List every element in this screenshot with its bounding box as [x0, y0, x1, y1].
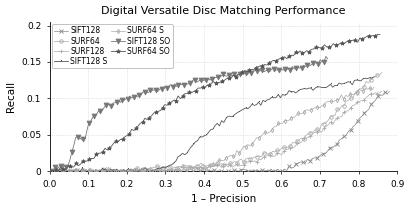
- Line: SIFT128 S: SIFT128 S: [47, 75, 375, 173]
- SURF64 S: [314, 106, 319, 108]
- SIFT128: [47, 170, 52, 172]
- SIFT128 SO: [138, 94, 143, 96]
- SURF64 SO: [374, 33, 379, 36]
- SURF128: [47, 170, 52, 172]
- SIFT128 SO: [47, 170, 52, 172]
- SURF64 SO: [47, 170, 52, 172]
- X-axis label: 1 – Precision: 1 – Precision: [190, 194, 255, 204]
- SURF64 S: [153, 168, 158, 171]
- SIFT128 SO: [323, 55, 328, 58]
- SURF64: [178, 166, 183, 168]
- SURF64 SO: [377, 33, 382, 36]
- SIFT128 SO: [192, 79, 197, 82]
- SURF64 SO: [319, 47, 324, 49]
- SURF64 S: [47, 170, 52, 172]
- Line: SIFT128 SO: SIFT128 SO: [47, 54, 329, 174]
- SIFT128: [181, 170, 186, 172]
- Title: Digital Versatile Disc Matching Performance: Digital Versatile Disc Matching Performa…: [101, 6, 345, 16]
- SIFT128 S: [371, 76, 375, 78]
- SURF64: [220, 163, 225, 166]
- SIFT128: [327, 146, 332, 149]
- SURF128: [220, 164, 225, 167]
- SURF64: [276, 149, 281, 152]
- Line: SURF128: SURF128: [48, 89, 382, 173]
- SIFT128 S: [229, 115, 234, 118]
- Line: SURF64: SURF64: [48, 71, 382, 173]
- SURF128: [156, 168, 161, 170]
- SIFT128 SO: [276, 69, 281, 72]
- SURF128: [234, 163, 239, 166]
- SURF128: [321, 127, 326, 129]
- SURF64: [378, 71, 383, 74]
- SURF64 S: [216, 159, 221, 162]
- SURF64 SO: [233, 75, 238, 78]
- SURF64 S: [175, 170, 180, 172]
- SURF64: [47, 170, 52, 172]
- SURF64 S: [271, 126, 276, 128]
- SURF64 SO: [178, 97, 182, 100]
- SURF128: [178, 166, 183, 169]
- SIFT128 SO: [239, 73, 244, 76]
- SIFT128 SO: [157, 88, 162, 90]
- SIFT128 S: [47, 170, 52, 172]
- SIFT128 S: [175, 155, 180, 158]
- SURF64 SO: [275, 58, 280, 61]
- SURF64 S: [229, 155, 234, 157]
- SURF64: [156, 165, 161, 168]
- SURF128: [378, 90, 383, 92]
- SIFT128 S: [271, 97, 276, 99]
- SIFT128: [159, 170, 164, 172]
- SURF128: [276, 152, 281, 155]
- SURF64 SO: [220, 79, 225, 82]
- SIFT128 S: [314, 86, 319, 88]
- SURF64: [234, 161, 239, 164]
- SIFT128: [281, 168, 286, 170]
- SIFT128 S: [216, 125, 221, 127]
- SIFT128: [238, 168, 243, 171]
- SURF64: [321, 122, 326, 125]
- SIFT128: [386, 90, 391, 93]
- SURF64 SO: [155, 110, 160, 113]
- Line: SURF64 SO: SURF64 SO: [47, 32, 381, 173]
- SURF64 S: [371, 86, 375, 88]
- Y-axis label: Recall: Recall: [6, 81, 16, 112]
- SIFT128 SO: [324, 58, 329, 60]
- SIFT128 SO: [203, 78, 208, 81]
- SIFT128 S: [153, 168, 158, 170]
- Line: SIFT128: SIFT128: [48, 90, 390, 173]
- Legend: SIFT128, SURF64, SURF128, SIFT128 S, SURF64 S, SIFT128 SO, SURF64 SO: SIFT128, SURF64, SURF128, SIFT128 S, SUR…: [52, 24, 172, 68]
- SIFT128: [225, 170, 229, 172]
- Line: SURF64 S: SURF64 S: [48, 86, 375, 173]
